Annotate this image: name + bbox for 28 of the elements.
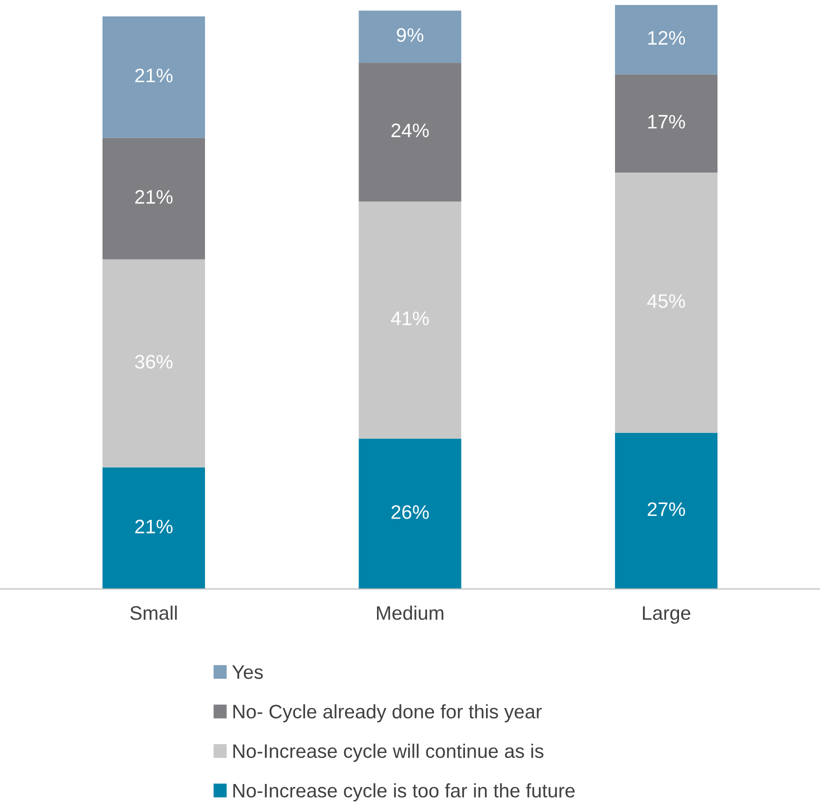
legend-label: No-Increase cycle will continue as is	[233, 744, 544, 762]
data-label: 12%	[648, 31, 686, 45]
data-label: 21%	[135, 190, 173, 204]
data-label: 21%	[135, 68, 173, 82]
bar	[615, 74, 718, 173]
bar	[358, 62, 462, 202]
x-tick-label: Small	[130, 606, 177, 620]
bar	[102, 16, 205, 138]
legend-label: No-Increase cycle is too far in the future	[233, 783, 575, 802]
bar	[102, 468, 205, 589]
bar	[358, 438, 462, 589]
bar	[358, 10, 462, 63]
data-label: 26%	[392, 505, 429, 519]
bar	[615, 4, 718, 74]
bar	[358, 201, 462, 439]
data-label: 9%	[396, 28, 424, 42]
bar	[102, 259, 205, 468]
x-tick-label: Medium	[377, 606, 444, 620]
legend-label: No- Cycle already done for this year	[233, 704, 542, 722]
legend-label: Yes	[232, 665, 263, 679]
bar	[102, 138, 205, 260]
data-label: 21%	[135, 520, 173, 534]
bar	[615, 432, 718, 589]
x-tick-label: Large	[642, 606, 690, 624]
data-label: 17%	[648, 114, 686, 129]
bar	[615, 172, 718, 433]
data-label: 27%	[648, 502, 686, 516]
data-label: 24%	[392, 124, 429, 138]
